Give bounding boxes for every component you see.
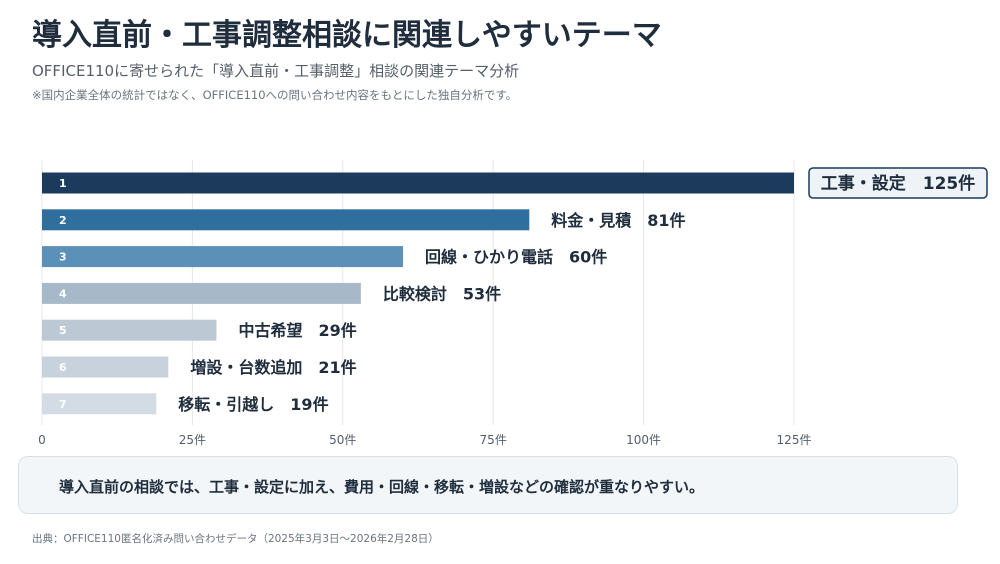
- x-tick-label: 100件: [626, 433, 661, 447]
- bar: [42, 246, 403, 268]
- bar-rank-label: 1: [59, 177, 67, 190]
- bar-value-label: 増設・台数追加 21件: [190, 358, 356, 377]
- bar-value-label: 料金・見積 81件: [551, 211, 685, 230]
- summary-callout-text: 導入直前の相談では、工事・設定に加え、費用・回線・移転・増設などの確認が重なりや…: [59, 478, 705, 496]
- page-title: 導入直前・工事調整相談に関連しやすいテーマ: [32, 18, 662, 53]
- x-tick-label: 50件: [329, 433, 356, 447]
- highlight-label-box: [808, 167, 988, 199]
- bar-rank-label: 5: [59, 324, 67, 337]
- bar: [42, 282, 361, 304]
- bar: [42, 172, 794, 194]
- bar-rank-label: 6: [59, 361, 67, 374]
- page-subtitle: OFFICE110に寄せられた「導入直前・工事調整」相談の関連テーマ分析: [32, 62, 520, 80]
- summary-callout: 導入直前の相談では、工事・設定に加え、費用・回線・移転・増設などの確認が重なりや…: [18, 456, 958, 514]
- x-tick-label: 0: [38, 433, 46, 447]
- source-note: 出典：OFFICE110匿名化済み問い合わせデータ（2025年3月3日〜2026…: [32, 533, 439, 545]
- bar: [42, 209, 530, 231]
- x-tick-label: 25件: [179, 433, 206, 447]
- bar-rank-label: 2: [59, 214, 67, 227]
- bar-value-label: 回線・ひかり電話 60件: [425, 248, 607, 267]
- x-tick-label: 75件: [480, 433, 507, 447]
- bar: [42, 393, 157, 415]
- bar-value-label: 中古希望 29件: [238, 321, 356, 340]
- bar-rank-label: 3: [59, 251, 67, 264]
- bar-rank-label: 7: [59, 398, 67, 411]
- x-tick-label: 125件: [777, 433, 812, 447]
- bar-value-label: 移転・引越し 19件: [178, 395, 328, 414]
- bar-value-label: 工事・設定 125件: [821, 173, 976, 194]
- bar-value-label: 比較検討 53件: [383, 284, 501, 303]
- bar-rank-label: 4: [59, 287, 67, 300]
- bar: [42, 319, 217, 341]
- bar: [42, 356, 169, 378]
- disclaimer-note: ※国内企業全体の統計ではなく、OFFICE110への問い合わせ内容をもとにした独…: [32, 88, 518, 102]
